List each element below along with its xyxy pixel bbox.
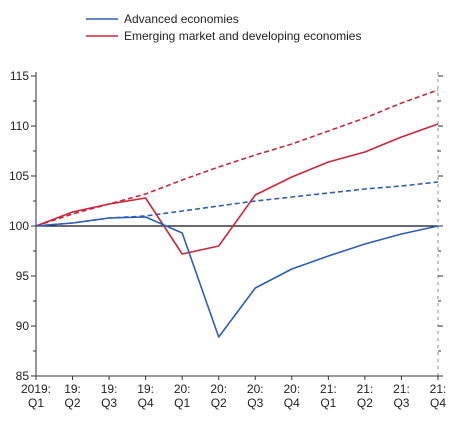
x-tick-label-quarter: Q4	[138, 396, 154, 410]
legend-label-emerging: Emerging market and developing economies	[124, 29, 361, 43]
x-tick-label: 20: Q1	[174, 382, 191, 410]
y-tick-label: 90	[16, 319, 30, 333]
x-tick-label: 19: Q3	[101, 382, 118, 410]
y-tick-label: 95	[16, 269, 30, 283]
x-tick-label: 19: Q4	[137, 382, 154, 410]
x-tick-label-quarter: Q1	[28, 396, 44, 410]
x-tick-label: 21: Q4	[430, 382, 447, 410]
x-tick-label-year: 19:	[101, 382, 118, 396]
x-tick-label-year: 20:	[283, 382, 300, 396]
y-tick-label: 110	[10, 119, 29, 133]
x-tick-label-year: 19:	[137, 382, 154, 396]
y-tick-label: 105	[9, 169, 29, 183]
x-tick-label-year: 21:	[357, 382, 374, 396]
x-tick-label-quarter: Q3	[101, 396, 117, 410]
x-tick-label-quarter: Q3	[393, 396, 409, 410]
x-tick-label: 21: Q2	[357, 382, 374, 410]
x-tick-label-quarter: Q2	[357, 396, 373, 410]
series-line-1-solid	[35, 123, 439, 255]
x-tick-label: 20: Q4	[283, 382, 300, 410]
x-tick-label-quarter: Q4	[284, 396, 300, 410]
legend-label-advanced: Advanced economies	[124, 12, 239, 26]
y-tick-label: 115	[10, 69, 29, 83]
y-tick-label: 85	[16, 369, 30, 383]
x-tick-label: 2019: Q1	[21, 382, 51, 410]
x-tick-label-year: 20:	[174, 382, 191, 396]
x-tick-label: 21: Q3	[393, 382, 410, 410]
y-tick-label: 100	[9, 219, 29, 233]
x-tick-label: 20: Q2	[210, 382, 227, 410]
x-tick-label-quarter: Q1	[174, 396, 190, 410]
x-tick-label: 21: Q1	[320, 382, 337, 410]
x-tick-label-year: 21:	[320, 382, 337, 396]
x-tick-label-quarter: Q2	[211, 396, 227, 410]
x-tick-label-quarter: Q1	[320, 396, 336, 410]
legend: Advanced economies Emerging market and d…	[86, 12, 361, 43]
series-line-3-dashed	[35, 89, 439, 227]
x-tick-label-year: 19:	[64, 382, 81, 396]
x-tick-label-year: 21:	[393, 382, 410, 396]
x-tick-label-quarter: Q2	[65, 396, 81, 410]
x-tick-label-year: 20:	[247, 382, 264, 396]
x-tick-label: 19: Q2	[64, 382, 81, 410]
x-tick-label-year: 20:	[210, 382, 227, 396]
x-tick-label-year: 2019:	[21, 382, 51, 396]
series-layer	[35, 89, 439, 338]
series-line-0-solid	[35, 216, 439, 338]
x-tick-label-quarter: Q3	[247, 396, 263, 410]
x-tick-label: 20: Q3	[247, 382, 264, 410]
x-tick-label-quarter: Q4	[430, 396, 446, 410]
x-tick-label-year: 21:	[430, 382, 447, 396]
